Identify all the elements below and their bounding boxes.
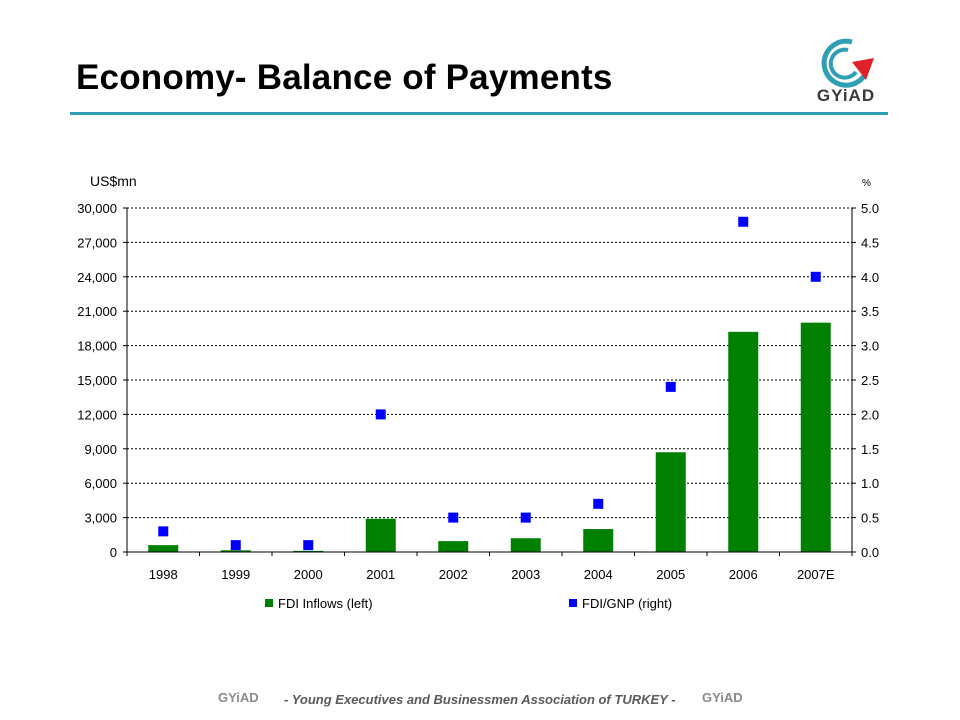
marker-2002 [448, 512, 459, 523]
bar-1998 [148, 545, 179, 552]
title-divider [70, 112, 888, 115]
x-tick-label: 2006 [729, 567, 758, 582]
left-tick-labels: 0 3,000 6,000 9,000 12,000 15,000 18,000 21,000… [77, 201, 117, 560]
x-tick-labels: 1998 1999 2000 2001 2002 2003 2004 2005 2006 2007… [149, 567, 835, 582]
right-tick-label: 3.5 [861, 304, 879, 319]
marker-2006 [738, 216, 749, 227]
left-tick-label: 18,000 [77, 339, 117, 354]
y-axis-right-label: % [862, 178, 871, 189]
x-tick-label: 2001 [366, 567, 395, 582]
bar-2000 [293, 550, 324, 552]
marker-1998 [158, 526, 169, 537]
x-tick-label: 1998 [149, 567, 178, 582]
legend-label-fdi-gnp: FDI/GNP (right) [582, 596, 672, 611]
y-axis-left-label: US$mn [90, 173, 137, 189]
x-tick-label: 2007E [797, 567, 835, 582]
legend: FDI Inflows (left) FDI/GNP (right) [265, 596, 672, 611]
right-tick-label: 4.5 [861, 235, 879, 250]
legend-swatch-fdi-inflows [265, 599, 273, 607]
x-tick-label: 2000 [294, 567, 323, 582]
left-tick-label: 30,000 [77, 201, 117, 216]
right-tick-label: 0.5 [861, 511, 879, 526]
gyiad-logo: GYiAD [808, 36, 884, 106]
x-tick-label: 2003 [511, 567, 540, 582]
marker-2003 [520, 512, 531, 523]
bar-2007E [800, 322, 831, 552]
right-tick-label: 5.0 [861, 201, 879, 216]
left-tick-label: 6,000 [84, 476, 117, 491]
left-tick-label: 15,000 [77, 373, 117, 388]
right-tick-label: 1.5 [861, 442, 879, 457]
logo-text: GYiAD [816, 86, 876, 105]
logo-emblem-icon [821, 38, 874, 88]
legend-label-fdi-inflows: FDI Inflows (left) [278, 596, 373, 611]
right-tick-label: 0.0 [861, 545, 879, 560]
left-tick-label: 24,000 [77, 270, 117, 285]
left-tick-label: 3,000 [84, 511, 117, 526]
x-tick-label: 2005 [656, 567, 685, 582]
legend-swatch-fdi-gnp [569, 599, 577, 607]
bar-2002 [438, 541, 469, 552]
footer-text: - Young Executives and Businessmen Assoc… [284, 692, 676, 707]
left-tick-label: 12,000 [77, 407, 117, 422]
bar-series [148, 322, 831, 552]
bar-1999 [220, 550, 251, 552]
left-tick-label: 21,000 [77, 304, 117, 319]
right-tick-label: 1.0 [861, 476, 879, 491]
x-tick-label: 1999 [221, 567, 250, 582]
bar-2006 [728, 331, 759, 552]
right-tick-label: 2.5 [861, 373, 879, 388]
right-tick-label: 3.0 [861, 339, 879, 354]
x-tick-label: 2002 [439, 567, 468, 582]
marker-2005 [665, 381, 676, 392]
left-tick-label: 9,000 [84, 442, 117, 457]
bar-2001 [365, 518, 396, 552]
bar-2005 [655, 452, 686, 552]
right-tick-label: 2.0 [861, 407, 879, 422]
footer-logo-right: GYiAD [702, 690, 743, 705]
marker-1999 [230, 540, 241, 551]
marker-series [158, 216, 821, 551]
marker-2001 [375, 409, 386, 420]
footer-logo-left: GYiAD [218, 690, 259, 705]
marker-2007E [810, 271, 821, 282]
left-tick-label: 27,000 [77, 235, 117, 250]
right-tick-labels: 0.0 0.5 1.0 1.5 2.0 2.5 3.0 3.5 4.0 4.5 5.0 [861, 201, 879, 560]
left-tick-label: 0 [110, 545, 117, 560]
x-tick-label: 2004 [584, 567, 613, 582]
marker-2000 [303, 540, 314, 551]
right-tick-label: 4.0 [861, 270, 879, 285]
axes [123, 207, 856, 556]
page-title: Economy- Balance of Payments [76, 58, 613, 97]
footer: GYiAD - Young Executives and Businessmen… [0, 688, 960, 712]
bar-2003 [510, 538, 541, 552]
bar-2004 [583, 529, 614, 552]
marker-2004 [593, 498, 604, 509]
